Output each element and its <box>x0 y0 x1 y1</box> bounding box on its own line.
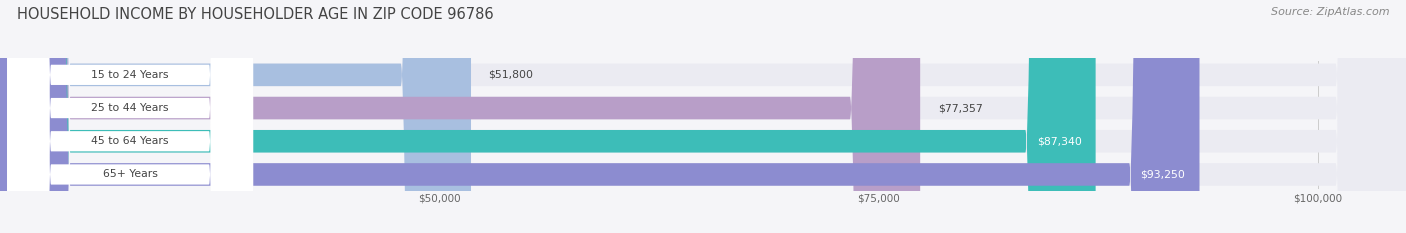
FancyBboxPatch shape <box>0 0 1095 233</box>
FancyBboxPatch shape <box>0 0 1199 233</box>
FancyBboxPatch shape <box>7 0 253 233</box>
Text: $93,250: $93,250 <box>1140 169 1185 179</box>
Text: $87,340: $87,340 <box>1036 136 1081 146</box>
Text: 45 to 64 Years: 45 to 64 Years <box>91 136 169 146</box>
FancyBboxPatch shape <box>0 0 471 233</box>
Text: Source: ZipAtlas.com: Source: ZipAtlas.com <box>1271 7 1389 17</box>
Text: 25 to 44 Years: 25 to 44 Years <box>91 103 169 113</box>
FancyBboxPatch shape <box>7 0 253 233</box>
FancyBboxPatch shape <box>7 0 253 233</box>
Text: 15 to 24 Years: 15 to 24 Years <box>91 70 169 80</box>
Text: $51,800: $51,800 <box>489 70 534 80</box>
Text: $77,357: $77,357 <box>938 103 983 113</box>
FancyBboxPatch shape <box>7 0 253 233</box>
Text: HOUSEHOLD INCOME BY HOUSEHOLDER AGE IN ZIP CODE 96786: HOUSEHOLD INCOME BY HOUSEHOLDER AGE IN Z… <box>17 7 494 22</box>
FancyBboxPatch shape <box>0 0 920 233</box>
Text: 65+ Years: 65+ Years <box>103 169 157 179</box>
